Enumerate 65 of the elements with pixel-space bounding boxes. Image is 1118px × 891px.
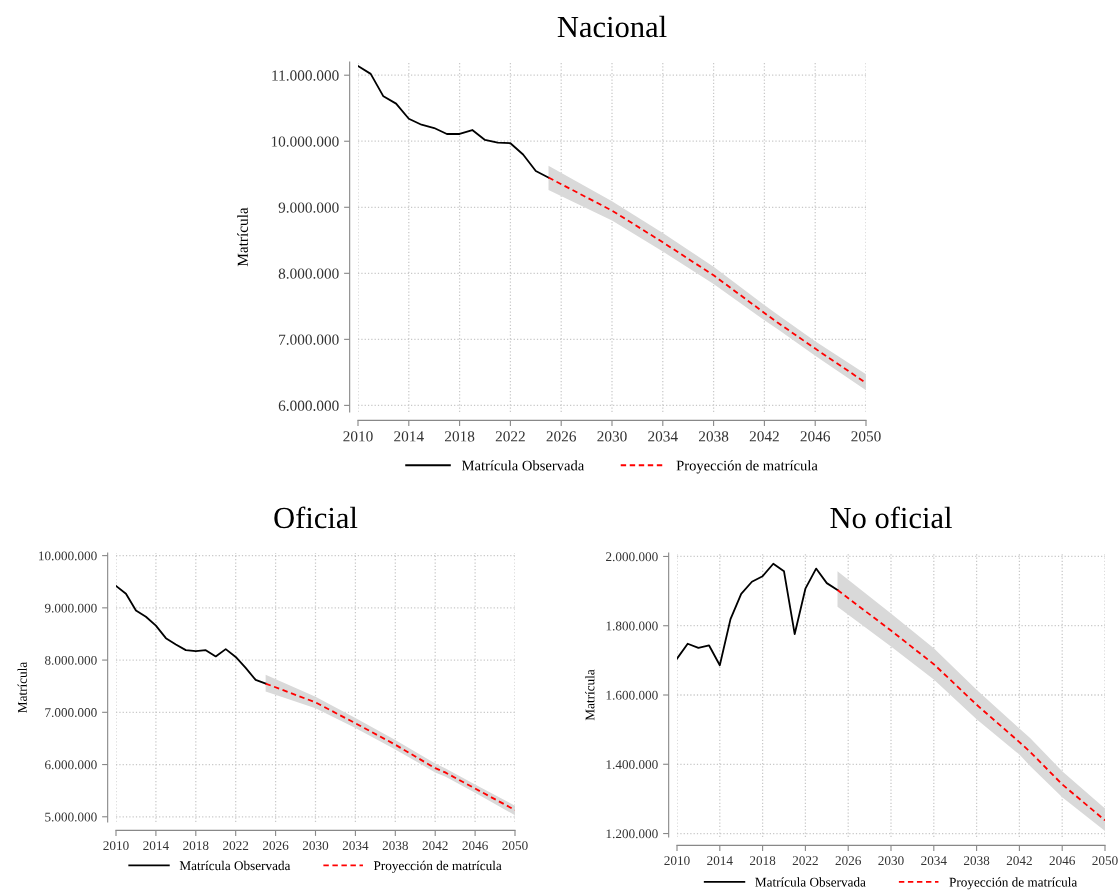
- x-tick-label: 2034: [648, 431, 678, 442]
- y-axis-title: Matrícula: [237, 207, 248, 267]
- x-tick-label: 2018: [444, 431, 475, 442]
- y-tick-label: 8.000.000: [278, 268, 339, 279]
- x-tick-label: 2038: [698, 431, 729, 442]
- x-tick-label: 2018: [749, 856, 776, 866]
- x-tick-label: 2018: [183, 841, 209, 851]
- y-tick-label: 10.000.000: [39, 551, 97, 561]
- y-tick-label: 9.000.000: [44, 603, 97, 613]
- y-tick-label: 5.000.000: [45, 812, 97, 822]
- x-tick-label: 2046: [800, 431, 831, 442]
- x-tick-label: 2022: [223, 841, 249, 851]
- x-tick-label: 2010: [103, 841, 129, 851]
- x-tick-label: 2026: [835, 856, 861, 866]
- y-tick-label: 6.000.000: [278, 400, 339, 411]
- x-tick-label: 2038: [963, 856, 990, 866]
- line-series: [116, 585, 267, 685]
- x-tick-label: 2034: [342, 841, 369, 851]
- y-tick-label: 1.600.000: [606, 690, 658, 700]
- x-tick-label: 2022: [792, 856, 818, 866]
- x-tick-label: 2050: [851, 431, 881, 442]
- y-tick-label: 7.000.000: [279, 334, 339, 345]
- legend-label: Proyección de matrícula: [373, 860, 502, 873]
- line-series: [677, 562, 839, 667]
- x-tick-label: 2026: [262, 841, 289, 851]
- x-tick-label: 2050: [502, 841, 528, 851]
- x-tick-label: 2022: [495, 431, 525, 442]
- legend-label: Proyección de matrícula: [676, 460, 818, 474]
- x-tick-label: 2014: [394, 431, 424, 442]
- line-series: [358, 65, 550, 179]
- legend-label: Matrícula Observada: [755, 877, 866, 887]
- x-tick-label: 2050: [1092, 856, 1118, 866]
- y-tick-label: 10.000.000: [271, 136, 339, 147]
- legend-label: Matrícula Observada: [461, 460, 585, 471]
- x-tick-label: 2030: [302, 841, 329, 851]
- x-tick-label: 2038: [382, 841, 408, 851]
- x-tick-label: 2042: [422, 841, 448, 851]
- chart-title: Nacional: [557, 15, 667, 38]
- x-tick-label: 2026: [546, 431, 577, 442]
- chart-title: Oficial: [274, 506, 358, 529]
- chart-title: No oficial: [830, 506, 952, 529]
- x-tick-label: 2010: [664, 856, 690, 866]
- y-tick-label: 11.000.000: [272, 70, 339, 81]
- x-tick-label: 2042: [749, 431, 779, 442]
- y-tick-label: 1.400.000: [606, 760, 658, 770]
- y-tick-label: 6.000.000: [45, 760, 97, 770]
- x-tick-label: 2014: [143, 841, 169, 851]
- y-tick-label: 9.000.000: [278, 202, 339, 213]
- y-tick-label: 7.000.000: [45, 708, 97, 718]
- x-tick-label: 2014: [707, 856, 733, 866]
- x-tick-label: 2010: [343, 431, 373, 442]
- legend-label: Matrícula Observada: [179, 860, 291, 871]
- x-tick-label: 2046: [462, 841, 488, 851]
- y-tick-label: 2.000.000: [606, 552, 658, 562]
- y-tick-label: 8.000.000: [44, 655, 97, 665]
- y-tick-label: 1.800.000: [606, 621, 658, 631]
- y-axis-title: Matrícula: [585, 669, 595, 721]
- x-tick-label: 2030: [878, 856, 904, 866]
- x-tick-label: 2030: [597, 431, 627, 442]
- x-tick-label: 2034: [921, 856, 947, 866]
- y-tick-label: 1.200.000: [606, 829, 658, 839]
- legend-label: Proyección de matrícula: [949, 877, 1078, 890]
- x-tick-label: 2046: [1049, 856, 1075, 866]
- x-tick-label: 2042: [1006, 856, 1032, 866]
- y-axis-title: Matrícula: [17, 662, 27, 713]
